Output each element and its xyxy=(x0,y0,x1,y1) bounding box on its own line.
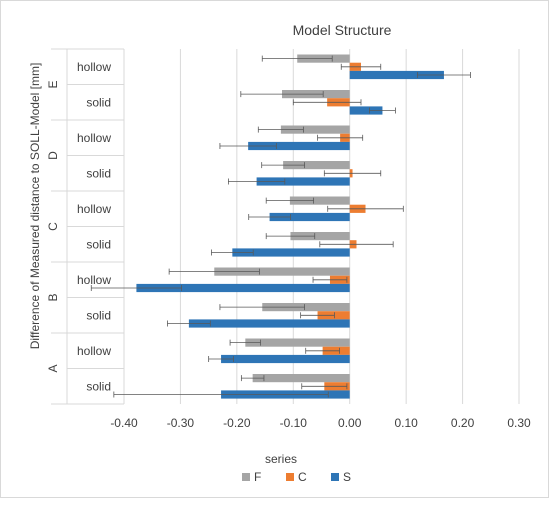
legend-swatch-S xyxy=(331,473,339,481)
category-label: hollow xyxy=(77,202,111,216)
x-tick-label: 0.00 xyxy=(338,416,362,430)
bar-S-B-hollow xyxy=(136,283,350,293)
bar-S-A-hollow xyxy=(221,354,350,364)
legend-label-C: C xyxy=(298,470,307,484)
bar-F-D-hollow xyxy=(280,125,350,134)
error-bars-layer xyxy=(90,55,471,398)
bar-F-D-solid xyxy=(283,161,350,170)
category-label: solid xyxy=(86,308,111,322)
bar-S-D-hollow xyxy=(248,141,350,151)
legend-swatch-C xyxy=(286,473,294,481)
x-tick-labels: -0.40 -0.30 -0.20 -0.10 0.00 0.10 0.20 0.30 xyxy=(110,416,531,430)
x-tick-label: 0.20 xyxy=(451,416,475,430)
chart-title: Model Structure xyxy=(293,22,392,38)
group-label: D xyxy=(46,151,60,160)
bar-F-B-solid xyxy=(262,303,350,312)
category-label: hollow xyxy=(77,273,111,287)
category-label: solid xyxy=(86,166,111,180)
legend-swatch-F xyxy=(242,473,250,481)
bars-layer xyxy=(136,54,444,399)
bar-F-C-hollow xyxy=(289,196,350,205)
category-label: hollow xyxy=(77,344,111,358)
x-tick-label: 0.30 xyxy=(507,416,531,430)
x-tick-label: -0.40 xyxy=(110,416,138,430)
legend-title: series xyxy=(265,452,297,466)
bar-S-D-solid xyxy=(256,177,350,186)
x-tick-label: -0.10 xyxy=(280,416,308,430)
bar-S-C-solid xyxy=(232,248,350,257)
group-label: A xyxy=(46,364,60,372)
y-axis-label: Difference of Measured distance to SOLL-… xyxy=(28,63,42,350)
group-labels: E D C B A xyxy=(46,80,60,372)
bar-F-B-hollow xyxy=(214,267,350,276)
bar-F-A-hollow xyxy=(245,338,350,347)
legend-label-S: S xyxy=(343,470,351,484)
bar-S-B-solid xyxy=(188,319,350,328)
bar-F-C-solid xyxy=(290,232,350,241)
category-label: solid xyxy=(86,379,111,393)
group-label: B xyxy=(46,293,60,301)
x-tick-label: -0.30 xyxy=(167,416,195,430)
bar-S-E-solid xyxy=(349,106,383,115)
x-tick-label: 0.10 xyxy=(394,416,418,430)
bar-F-A-solid xyxy=(252,374,350,383)
category-label: hollow xyxy=(77,131,111,145)
category-labels: hollow solid hollow solid hollow solid hollow s… xyxy=(77,60,111,394)
group-label: E xyxy=(46,80,60,88)
bar-S-C-hollow xyxy=(269,212,350,222)
category-bands xyxy=(51,48,124,405)
x-tick-label: -0.20 xyxy=(223,416,251,430)
group-label: C xyxy=(46,222,60,231)
category-label: solid xyxy=(86,237,111,251)
category-label: solid xyxy=(86,95,111,109)
legend-label-F: F xyxy=(254,470,261,484)
legend: series F C S xyxy=(242,452,351,484)
category-label: hollow xyxy=(77,60,111,74)
bar-S-E-hollow xyxy=(349,70,444,80)
